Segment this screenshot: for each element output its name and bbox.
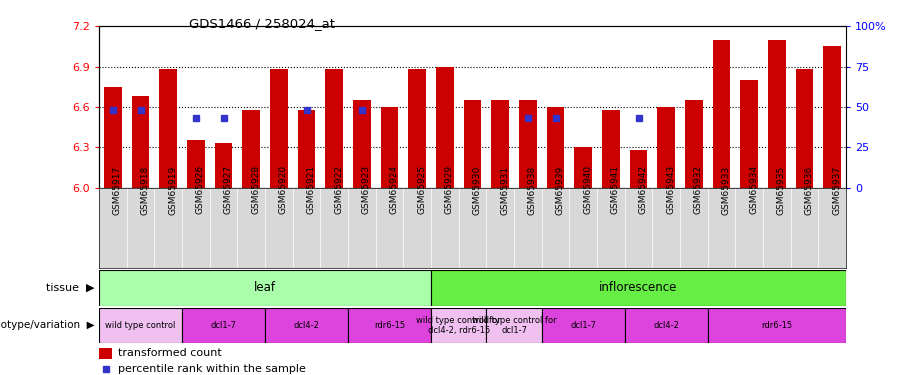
Text: leaf: leaf (254, 281, 276, 294)
Bar (707, 308, 846, 343)
Bar (270, 69, 288, 188)
Bar (353, 100, 371, 188)
Text: GSM65933: GSM65933 (722, 165, 731, 214)
Bar (657, 107, 675, 188)
Bar (491, 100, 509, 188)
Text: rdr6-15: rdr6-15 (761, 321, 792, 330)
Bar (182, 308, 265, 343)
Bar (602, 110, 620, 188)
Bar (187, 141, 205, 188)
Text: GDS1466 / 258024_at: GDS1466 / 258024_at (189, 17, 335, 30)
Text: dcl1-7: dcl1-7 (571, 321, 596, 330)
Bar (629, 150, 647, 188)
Bar (685, 100, 703, 188)
Text: GSM65927: GSM65927 (223, 165, 232, 214)
Bar (574, 147, 592, 188)
Bar (713, 40, 731, 188)
Bar (159, 69, 177, 188)
Bar (104, 87, 122, 188)
Text: dcl4-2: dcl4-2 (653, 321, 680, 330)
Bar (325, 69, 343, 188)
Text: transformed count: transformed count (119, 348, 222, 358)
Bar (542, 308, 625, 343)
Bar (242, 110, 260, 188)
Bar (518, 100, 536, 188)
Text: GSM65930: GSM65930 (472, 165, 482, 214)
Text: GSM65928: GSM65928 (251, 165, 260, 214)
Bar (486, 308, 542, 343)
Bar (824, 46, 842, 188)
Text: GSM65936: GSM65936 (805, 165, 814, 214)
Text: GSM65924: GSM65924 (390, 165, 399, 214)
Text: dcl4-2: dcl4-2 (293, 321, 320, 330)
Text: GSM65932: GSM65932 (694, 165, 703, 214)
Text: GSM65941: GSM65941 (611, 165, 620, 214)
Text: inflorescence: inflorescence (599, 281, 678, 294)
Text: GSM65938: GSM65938 (527, 165, 536, 214)
Text: GSM65937: GSM65937 (832, 165, 842, 214)
Text: GSM65919: GSM65919 (168, 165, 177, 214)
Text: GSM65918: GSM65918 (140, 165, 149, 214)
Text: GSM65923: GSM65923 (362, 165, 371, 214)
Bar (348, 308, 431, 343)
Bar (625, 308, 707, 343)
Bar (740, 80, 758, 188)
Text: GSM65929: GSM65929 (445, 165, 454, 214)
Text: GSM65925: GSM65925 (418, 165, 427, 214)
Bar (436, 66, 454, 188)
Bar (431, 308, 486, 343)
Bar (298, 110, 316, 188)
Text: GSM65943: GSM65943 (666, 165, 675, 214)
Bar (99, 308, 182, 343)
Bar (381, 107, 399, 188)
Text: GSM65940: GSM65940 (583, 165, 592, 214)
Bar (796, 69, 814, 188)
Text: wild type control: wild type control (105, 321, 176, 330)
Text: GSM65920: GSM65920 (279, 165, 288, 214)
Text: GSM65935: GSM65935 (777, 165, 786, 214)
Text: GSM65922: GSM65922 (334, 165, 343, 214)
Bar (546, 107, 564, 188)
Text: GSM65921: GSM65921 (307, 165, 316, 214)
Bar (768, 40, 786, 188)
Bar (214, 143, 232, 188)
Text: GSM65931: GSM65931 (500, 165, 509, 214)
Text: GSM65917: GSM65917 (112, 165, 122, 214)
Bar (409, 69, 427, 188)
Text: GSM65939: GSM65939 (555, 165, 564, 214)
Bar (431, 270, 846, 306)
Text: dcl1-7: dcl1-7 (211, 321, 237, 330)
Text: rdr6-15: rdr6-15 (374, 321, 405, 330)
Bar (99, 348, 112, 358)
Bar (265, 308, 348, 343)
Text: wild type control for
dcl1-7: wild type control for dcl1-7 (472, 316, 556, 335)
Text: tissue  ▶: tissue ▶ (46, 283, 94, 293)
Bar (131, 96, 149, 188)
Text: percentile rank within the sample: percentile rank within the sample (119, 364, 306, 374)
Bar (99, 270, 431, 306)
Text: wild type control for
dcl4-2, rdr6-15: wild type control for dcl4-2, rdr6-15 (417, 316, 501, 335)
Text: GSM65942: GSM65942 (638, 165, 647, 214)
Bar (464, 100, 482, 188)
Text: GSM65926: GSM65926 (196, 165, 205, 214)
Text: GSM65934: GSM65934 (749, 165, 758, 214)
Text: genotype/variation  ▶: genotype/variation ▶ (0, 321, 94, 330)
